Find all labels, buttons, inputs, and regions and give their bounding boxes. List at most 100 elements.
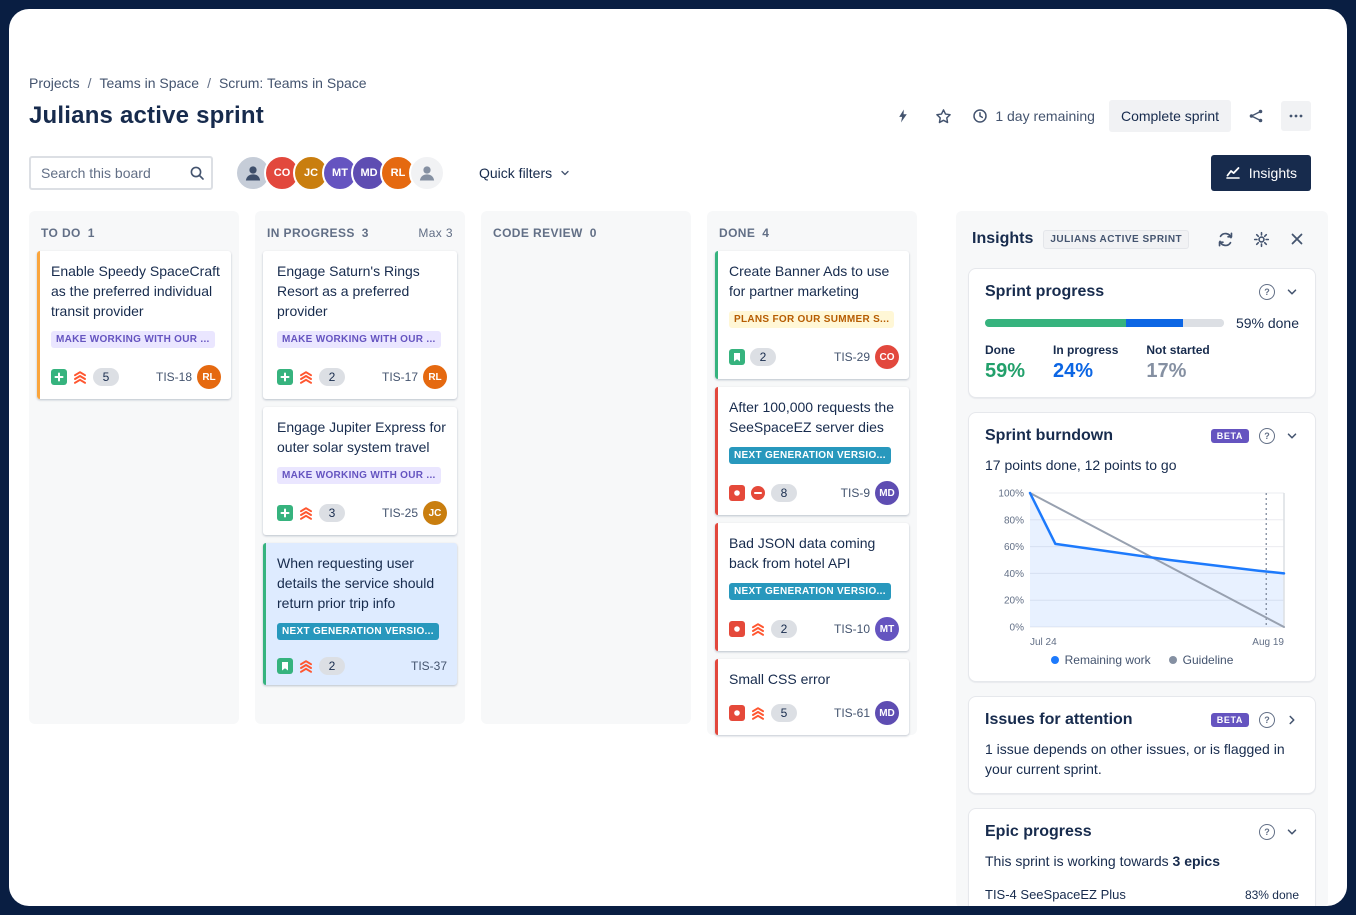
breadcrumb-projects[interactable]: Projects xyxy=(29,75,80,91)
issue-key[interactable]: TIS-17 xyxy=(381,370,418,384)
refresh-icon[interactable] xyxy=(1210,224,1240,254)
issue-key[interactable]: TIS-61 xyxy=(833,706,870,720)
legend-dot xyxy=(1168,656,1177,664)
assignee-avatar[interactable]: MD xyxy=(875,481,899,505)
avatar-anonymous[interactable] xyxy=(409,155,445,191)
issue-key[interactable]: TIS-37 xyxy=(410,659,447,673)
svg-text:Aug 19: Aug 19 xyxy=(1252,637,1284,648)
issues-attention-title: Issues for attention xyxy=(985,711,1133,728)
search-input[interactable] xyxy=(29,156,213,190)
estimate-badge: 2 xyxy=(771,620,797,638)
epic-label[interactable]: MAKE WORKING WITH OUR ... xyxy=(277,331,441,348)
epic-row: TIS-4 SeeSpaceEZ Plus 83% done xyxy=(985,887,1299,906)
card-tis-25[interactable]: Engage Jupiter Express for outer solar s… xyxy=(263,407,457,535)
card-title: Small CSS error xyxy=(729,671,831,687)
assignee-avatar[interactable]: JC xyxy=(423,501,447,525)
stat-in-progress: In progress 24% xyxy=(1053,343,1119,382)
burndown-legend: Remaining work Guideline xyxy=(985,653,1299,667)
quick-filters-label: Quick filters xyxy=(479,165,553,181)
card-title: Bad JSON data coming back from hotel API xyxy=(729,535,876,571)
card-tis-37[interactable]: When requesting user details the service… xyxy=(263,543,457,685)
column-name: CODE REVIEW xyxy=(493,226,583,240)
board-columns: TO DO 1 Enable Speedy SpaceCraft as the pr… xyxy=(29,211,917,735)
card-tis-61[interactable]: Small CSS error 5 TIS-61 MD xyxy=(715,659,909,735)
issue-key[interactable]: TIS-9 xyxy=(840,486,870,500)
close-icon[interactable] xyxy=(1282,224,1312,254)
lightning-icon[interactable] xyxy=(888,101,918,131)
help-icon[interactable]: ? xyxy=(1259,712,1275,728)
help-icon[interactable]: ? xyxy=(1259,284,1275,300)
estimate-badge: 2 xyxy=(750,348,776,366)
epic-name[interactable]: TIS-4 SeeSpaceEZ Plus xyxy=(985,887,1126,902)
card-tis-9[interactable]: After 100,000 requests the SeeSpaceEZ se… xyxy=(715,387,909,515)
epic-label[interactable]: NEXT GENERATION VERSIO... xyxy=(729,447,891,464)
bar-segment xyxy=(985,319,1126,327)
card-stripe xyxy=(263,543,266,685)
assignee-avatar[interactable]: RL xyxy=(423,365,447,389)
epic-label[interactable]: MAKE WORKING WITH OUR ... xyxy=(277,467,441,484)
insights-panel-title: Insights xyxy=(972,230,1034,247)
card-tis-18[interactable]: Enable Speedy SpaceCraft as the preferre… xyxy=(37,251,231,399)
burndown-chart: 0% 20% 40% 60% 80% 100% Jul 24 Aug 19 xyxy=(985,483,1299,651)
assignee-avatar[interactable]: RL xyxy=(197,365,221,389)
help-icon[interactable]: ? xyxy=(1259,428,1275,444)
card-tis-29[interactable]: Create Banner Ads to use for partner mar… xyxy=(715,251,909,379)
page-header: Projects / Teams in Space / Scrum: Teams… xyxy=(9,9,1347,132)
column-codereview: CODE REVIEW 0 xyxy=(481,211,691,724)
board-search xyxy=(29,156,213,190)
column-todo: TO DO 1 Enable Speedy SpaceCraft as the pr… xyxy=(29,211,239,724)
epic-label[interactable]: MAKE WORKING WITH OUR ... xyxy=(51,331,215,348)
priority-highest-icon xyxy=(752,707,764,720)
epic-label[interactable]: NEXT GENERATION VERSIO... xyxy=(277,623,439,640)
breadcrumb-teams-in-space[interactable]: Teams in Space xyxy=(99,75,200,91)
card-tis-10[interactable]: Bad JSON data coming back from hotel API… xyxy=(715,523,909,651)
quick-filters-button[interactable]: Quick filters xyxy=(469,157,581,189)
card-footer: 2 TIS-29 CO xyxy=(729,345,899,369)
issue-key[interactable]: TIS-29 xyxy=(833,350,870,364)
column-inprogress: IN PROGRESS 3 Max 3 Engage Saturn's Rings R… xyxy=(255,211,465,724)
chevron-right-icon[interactable] xyxy=(1285,713,1299,727)
sprint-burndown-card: Sprint burndown BETA ? 17 points done, 1… xyxy=(968,412,1316,682)
card-tis-17[interactable]: Engage Saturn's Rings Resort as a prefer… xyxy=(263,251,457,399)
complete-sprint-button[interactable]: Complete sprint xyxy=(1108,100,1231,132)
epic-label[interactable]: NEXT GENERATION VERSIO... xyxy=(729,583,891,600)
estimate-badge: 5 xyxy=(93,368,119,386)
card-footer: 2 TIS-10 MT xyxy=(729,617,899,641)
epic-label[interactable]: PLANS FOR OUR SUMMER S... xyxy=(729,311,895,328)
sprint-badge: JULIANS ACTIVE SPRINT xyxy=(1043,229,1190,249)
chevron-down-icon[interactable] xyxy=(1285,285,1299,299)
breadcrumb-scrum-board[interactable]: Scrum: Teams in Space xyxy=(218,75,367,91)
gear-icon[interactable] xyxy=(1246,224,1276,254)
legend-dot xyxy=(1050,656,1059,664)
star-icon[interactable] xyxy=(928,101,958,131)
column-count: 1 xyxy=(87,226,95,240)
column-name: TO DO xyxy=(41,226,81,240)
legend-item: Guideline xyxy=(1168,653,1233,667)
insights-button-label: Insights xyxy=(1248,165,1297,181)
issue-key[interactable]: TIS-18 xyxy=(155,370,192,384)
help-icon[interactable]: ? xyxy=(1259,824,1275,840)
epic-progress-title: Epic progress xyxy=(985,823,1092,840)
assignee-avatar[interactable]: MT xyxy=(875,617,899,641)
breadcrumb-separator: / xyxy=(87,75,92,91)
assignee-avatar[interactable]: CO xyxy=(875,345,899,369)
issue-key[interactable]: TIS-10 xyxy=(833,622,870,636)
issue-key[interactable]: TIS-25 xyxy=(381,506,418,520)
story-icon xyxy=(277,505,293,521)
column-count: 0 xyxy=(589,226,597,240)
beta-badge: BETA xyxy=(1210,429,1249,443)
assignee-avatar[interactable]: MD xyxy=(875,701,899,725)
chevron-down-icon[interactable] xyxy=(1285,825,1299,839)
column-header: CODE REVIEW 0 xyxy=(481,211,691,248)
column-max: Max 3 xyxy=(418,226,453,240)
time-remaining-label: 1 day remaining xyxy=(995,108,1095,124)
share-icon[interactable] xyxy=(1241,101,1271,131)
page-title: Julians active sprint xyxy=(29,102,264,129)
estimate-badge: 2 xyxy=(319,368,345,386)
svg-text:40%: 40% xyxy=(1004,569,1024,580)
chevron-down-icon[interactable] xyxy=(1285,429,1299,443)
insights-icon xyxy=(1225,167,1240,179)
more-actions-button[interactable] xyxy=(1281,101,1311,131)
insights-button[interactable]: Insights xyxy=(1210,155,1311,191)
sprint-progress-card: Sprint progress ? 59% done Done 59% xyxy=(968,268,1316,398)
